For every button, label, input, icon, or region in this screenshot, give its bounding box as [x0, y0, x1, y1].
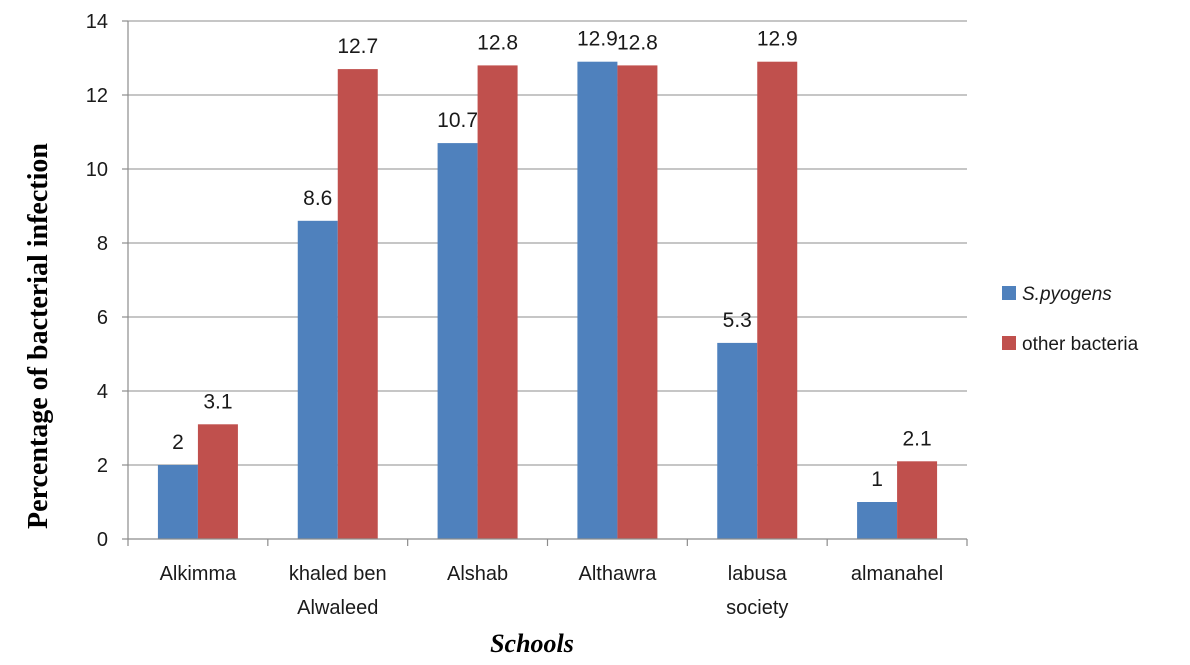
- legend-label: S.pyogens: [1022, 284, 1112, 305]
- bar: [857, 502, 898, 539]
- bar: [297, 220, 338, 540]
- y-tick-label: 12: [86, 85, 108, 107]
- legend-swatch: [1002, 286, 1016, 300]
- bar: [577, 61, 618, 539]
- bar: [897, 461, 938, 539]
- bar: [757, 61, 798, 539]
- data-label: 5.3: [723, 309, 752, 332]
- bar: [197, 424, 238, 539]
- x-tick-label: Alkimma: [160, 563, 238, 585]
- y-tick-label: 4: [97, 381, 108, 403]
- data-label: 1: [871, 468, 883, 491]
- bar: [717, 342, 758, 539]
- bar: [617, 65, 658, 540]
- data-label: 12.9: [757, 28, 798, 51]
- x-tick-label: almanahel: [851, 563, 943, 585]
- x-tick-label: society: [726, 597, 788, 619]
- data-label: 2.1: [902, 427, 931, 450]
- y-tick-label: 14: [86, 11, 108, 33]
- data-label: 10.7: [437, 109, 478, 132]
- y-tick-label: 0: [97, 529, 108, 551]
- x-tick-label: Alshab: [447, 563, 508, 585]
- bar: [437, 143, 478, 539]
- bars: [157, 61, 938, 540]
- y-tick-label: 10: [86, 159, 108, 181]
- bar: [337, 69, 378, 539]
- data-label: 2: [172, 431, 184, 454]
- data-label: 8.6: [303, 187, 332, 210]
- x-tick-label: khaled ben: [289, 563, 387, 585]
- data-labels: 28.610.712.95.313.112.7 12.8 12.8 12.92.1: [172, 28, 932, 491]
- x-axis-title: Schools: [490, 629, 574, 658]
- data-label: 3.1: [203, 390, 232, 413]
- y-tick-label: 2: [97, 455, 108, 477]
- data-label: 12.9: [577, 28, 618, 51]
- legend-swatch: [1002, 336, 1016, 350]
- data-label: 12.8: [477, 31, 518, 54]
- gridlines: [128, 20, 967, 466]
- x-tick-label: Althawra: [579, 563, 658, 585]
- data-label: 12.8: [617, 31, 658, 54]
- bar: [157, 465, 198, 539]
- y-tick-label: 8: [97, 233, 108, 255]
- bar: [477, 65, 518, 540]
- legend-label: other bacteria: [1022, 334, 1139, 355]
- y-tick-label: 6: [97, 307, 108, 329]
- x-tick-label: Alwaleed: [297, 597, 378, 619]
- data-label: 12.7: [337, 35, 378, 58]
- legend: S.pyogens other bacteria: [1002, 284, 1139, 355]
- y-axis-title: Percentage of bacterial infection: [23, 143, 54, 529]
- x-tick-label: labusa: [728, 563, 788, 585]
